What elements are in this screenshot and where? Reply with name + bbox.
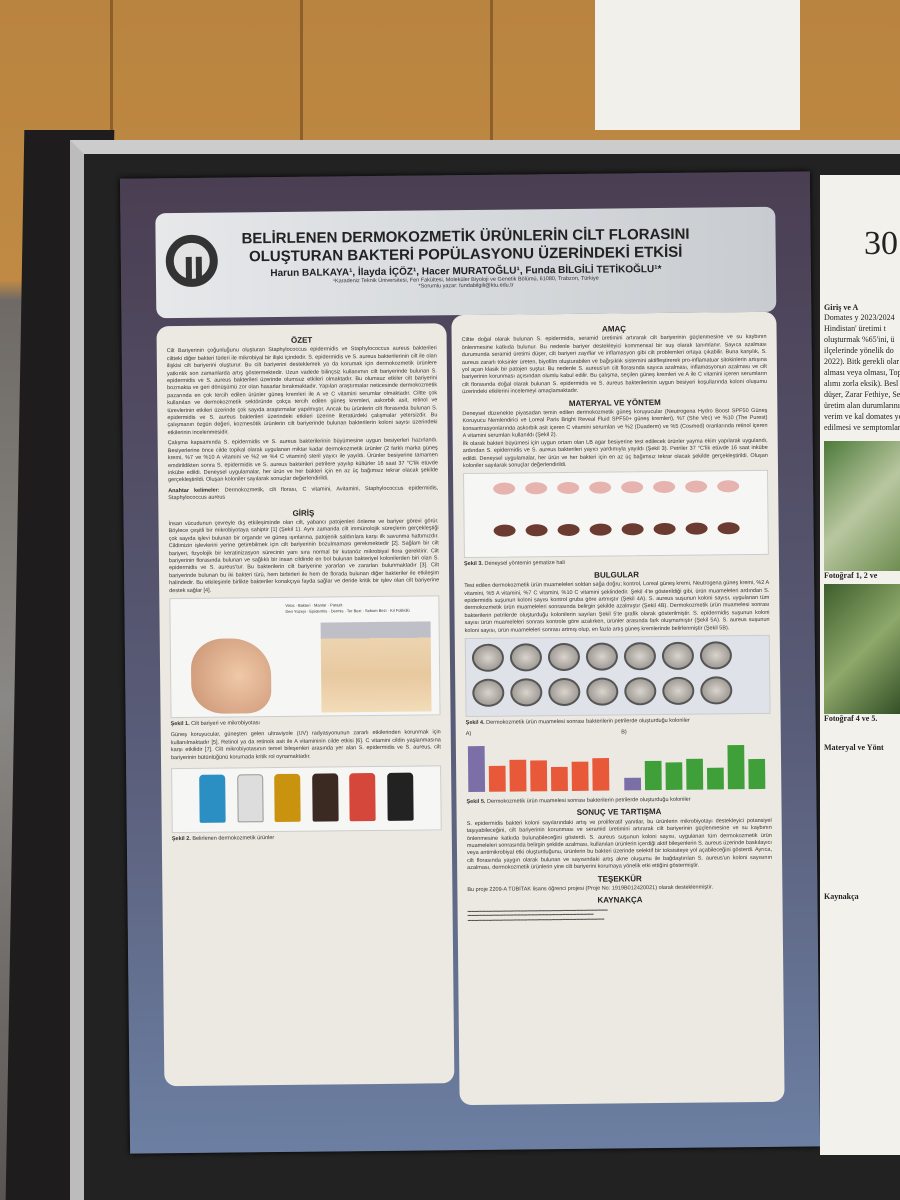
product-bottle bbox=[199, 774, 226, 823]
right-column: AMAÇ Ciltte doğal olarak bulunan S. epid… bbox=[451, 311, 785, 1106]
panel-a-label: A) bbox=[465, 731, 472, 738]
section-heading-sonuc: SONUÇ VE TARTIŞMA bbox=[576, 807, 662, 818]
face-photo bbox=[190, 638, 272, 714]
figure-5-charts: A) B) bbox=[466, 728, 772, 797]
university-logo bbox=[165, 234, 219, 288]
section-heading-kaynakca: KAYNAKÇA bbox=[597, 895, 643, 906]
bar bbox=[706, 767, 724, 790]
introduction-text: İnsan vücudunun çevreyle dış etkileşimin… bbox=[168, 518, 440, 594]
conclusion-text: S. epidermidis bakteri koloni sayılarınd… bbox=[466, 817, 773, 872]
adjacent-poster-number: 30 bbox=[864, 225, 898, 262]
bar bbox=[623, 777, 641, 790]
section-heading-giris: GİRİŞ bbox=[292, 508, 315, 518]
acknowledgement-text: Bu proje 2209-A TÜBİTAK lisans öğrenci p… bbox=[467, 884, 714, 894]
figure-4-caption: Şekil 4. Dermokozmetik ürün muamelesi so… bbox=[465, 717, 690, 726]
product-bottle bbox=[311, 773, 339, 822]
bar bbox=[571, 761, 589, 791]
figure-4-petri-grid bbox=[464, 634, 771, 717]
section-heading-bulgular: BULGULAR bbox=[594, 569, 640, 580]
figure-3-caption: Şekil 3. Deneysel yöntemin şematize hali bbox=[463, 560, 565, 568]
section-heading-ozet: ÖZET bbox=[290, 335, 313, 345]
greenhouse-photo bbox=[824, 441, 900, 571]
figure-2-caption: Şekil 2. Belirlenen dermokozmetik ürünle… bbox=[171, 835, 275, 843]
section-heading-tesekkur: TEŞEKKÜR bbox=[597, 873, 642, 884]
figure-1-skin-diagram: Virüs · Bakteri · Mantar · Parazit Deri … bbox=[169, 595, 441, 719]
results-text: Test edilen dermokozmetik ürün muamelele… bbox=[464, 579, 770, 634]
figure-3-method-schematic bbox=[463, 470, 769, 559]
bar bbox=[685, 758, 703, 790]
photo-caption-2: Fotoğraf 4 ve 5. bbox=[824, 714, 878, 723]
adjacent-poster: 30 Giriş ve A Domates y 2023/2024 Hindis… bbox=[820, 175, 900, 1155]
abstract-text-2: Çalışma kapsamında S. epidermidis ve S. … bbox=[167, 437, 439, 484]
product-bottle bbox=[386, 772, 414, 821]
methods-text: Deneysel düzenekte piyasadan temin edile… bbox=[462, 407, 768, 440]
bar bbox=[467, 745, 486, 792]
tomato-leaf-photo bbox=[824, 584, 900, 714]
references-list: ▬▬▬▬▬▬▬▬▬▬▬▬▬▬▬▬▬▬▬▬▬▬▬▬▬▬▬▬▬▬▬▬▬▬▬▬▬▬▬▬… bbox=[467, 907, 608, 922]
window-light bbox=[595, 0, 800, 130]
panel-b-label: B) bbox=[621, 729, 627, 736]
bar bbox=[726, 744, 745, 789]
bar-chart-a bbox=[467, 745, 610, 792]
figure-2-products bbox=[171, 765, 442, 834]
methods-text-2: İlk olarak bakteri büyümesi için uygun o… bbox=[462, 437, 768, 469]
introduction-text-2: Güneş koruyucular, güneşten gelen ultrav… bbox=[170, 729, 441, 761]
adjacent-poster-heading-3: Kaynakça bbox=[824, 892, 859, 901]
bar bbox=[530, 759, 548, 791]
bar bbox=[488, 765, 506, 792]
aim-text: Ciltte doğal olarak bulunan S. epidermid… bbox=[461, 334, 768, 396]
adjacent-poster-text: Domates y 2023/2024 Hindistan' üretimi t… bbox=[824, 313, 900, 432]
bar bbox=[509, 759, 527, 792]
petri-row-b bbox=[469, 674, 766, 713]
product-bottle bbox=[236, 774, 264, 823]
product-bottle bbox=[349, 773, 376, 822]
scientific-poster: BELİRLENEN DERMOKOZMETİK ÜRÜNLERİN CİLT … bbox=[119, 171, 821, 1154]
bar bbox=[550, 766, 568, 791]
abstract-text: Cilt Bariyerinin çoğunluğunu oluşturan S… bbox=[166, 345, 438, 437]
figure-5-caption: Şekil 5. Dermokozmetik ürün muamelesi so… bbox=[466, 796, 691, 806]
bar bbox=[644, 760, 662, 790]
bar bbox=[664, 761, 682, 790]
adjacent-poster-heading: Giriş ve A bbox=[824, 303, 859, 312]
skin-diagram-labels: Virüs · Bakteri · Mantar · Parazit Deri … bbox=[285, 602, 410, 614]
adjacent-poster-heading-2: Materyal ve Yönt bbox=[824, 743, 884, 752]
keywords-label: Anahtar kelimeler: bbox=[168, 487, 220, 494]
bar bbox=[592, 757, 610, 791]
left-column: ÖZET Cilt Bariyerinin çoğunluğunu oluştu… bbox=[156, 323, 455, 1087]
section-heading-materyal: MATERYAL VE YÖNTEM bbox=[568, 397, 661, 408]
skin-layers-diagram bbox=[320, 621, 432, 713]
poster-header: BELİRLENEN DERMOKOZMETİK ÜRÜNLERİN CİLT … bbox=[155, 206, 777, 319]
photo-caption-1: Fotoğraf 1, 2 ve bbox=[824, 571, 878, 580]
bar bbox=[747, 758, 765, 789]
product-bottle bbox=[274, 773, 301, 823]
bar-chart-b bbox=[623, 744, 765, 790]
section-heading-amac: AMAÇ bbox=[601, 324, 627, 334]
petri-row-a bbox=[469, 639, 766, 678]
figure-1-caption: Şekil 1. Cilt bariyeri ve mikrobiyotası bbox=[170, 720, 260, 728]
